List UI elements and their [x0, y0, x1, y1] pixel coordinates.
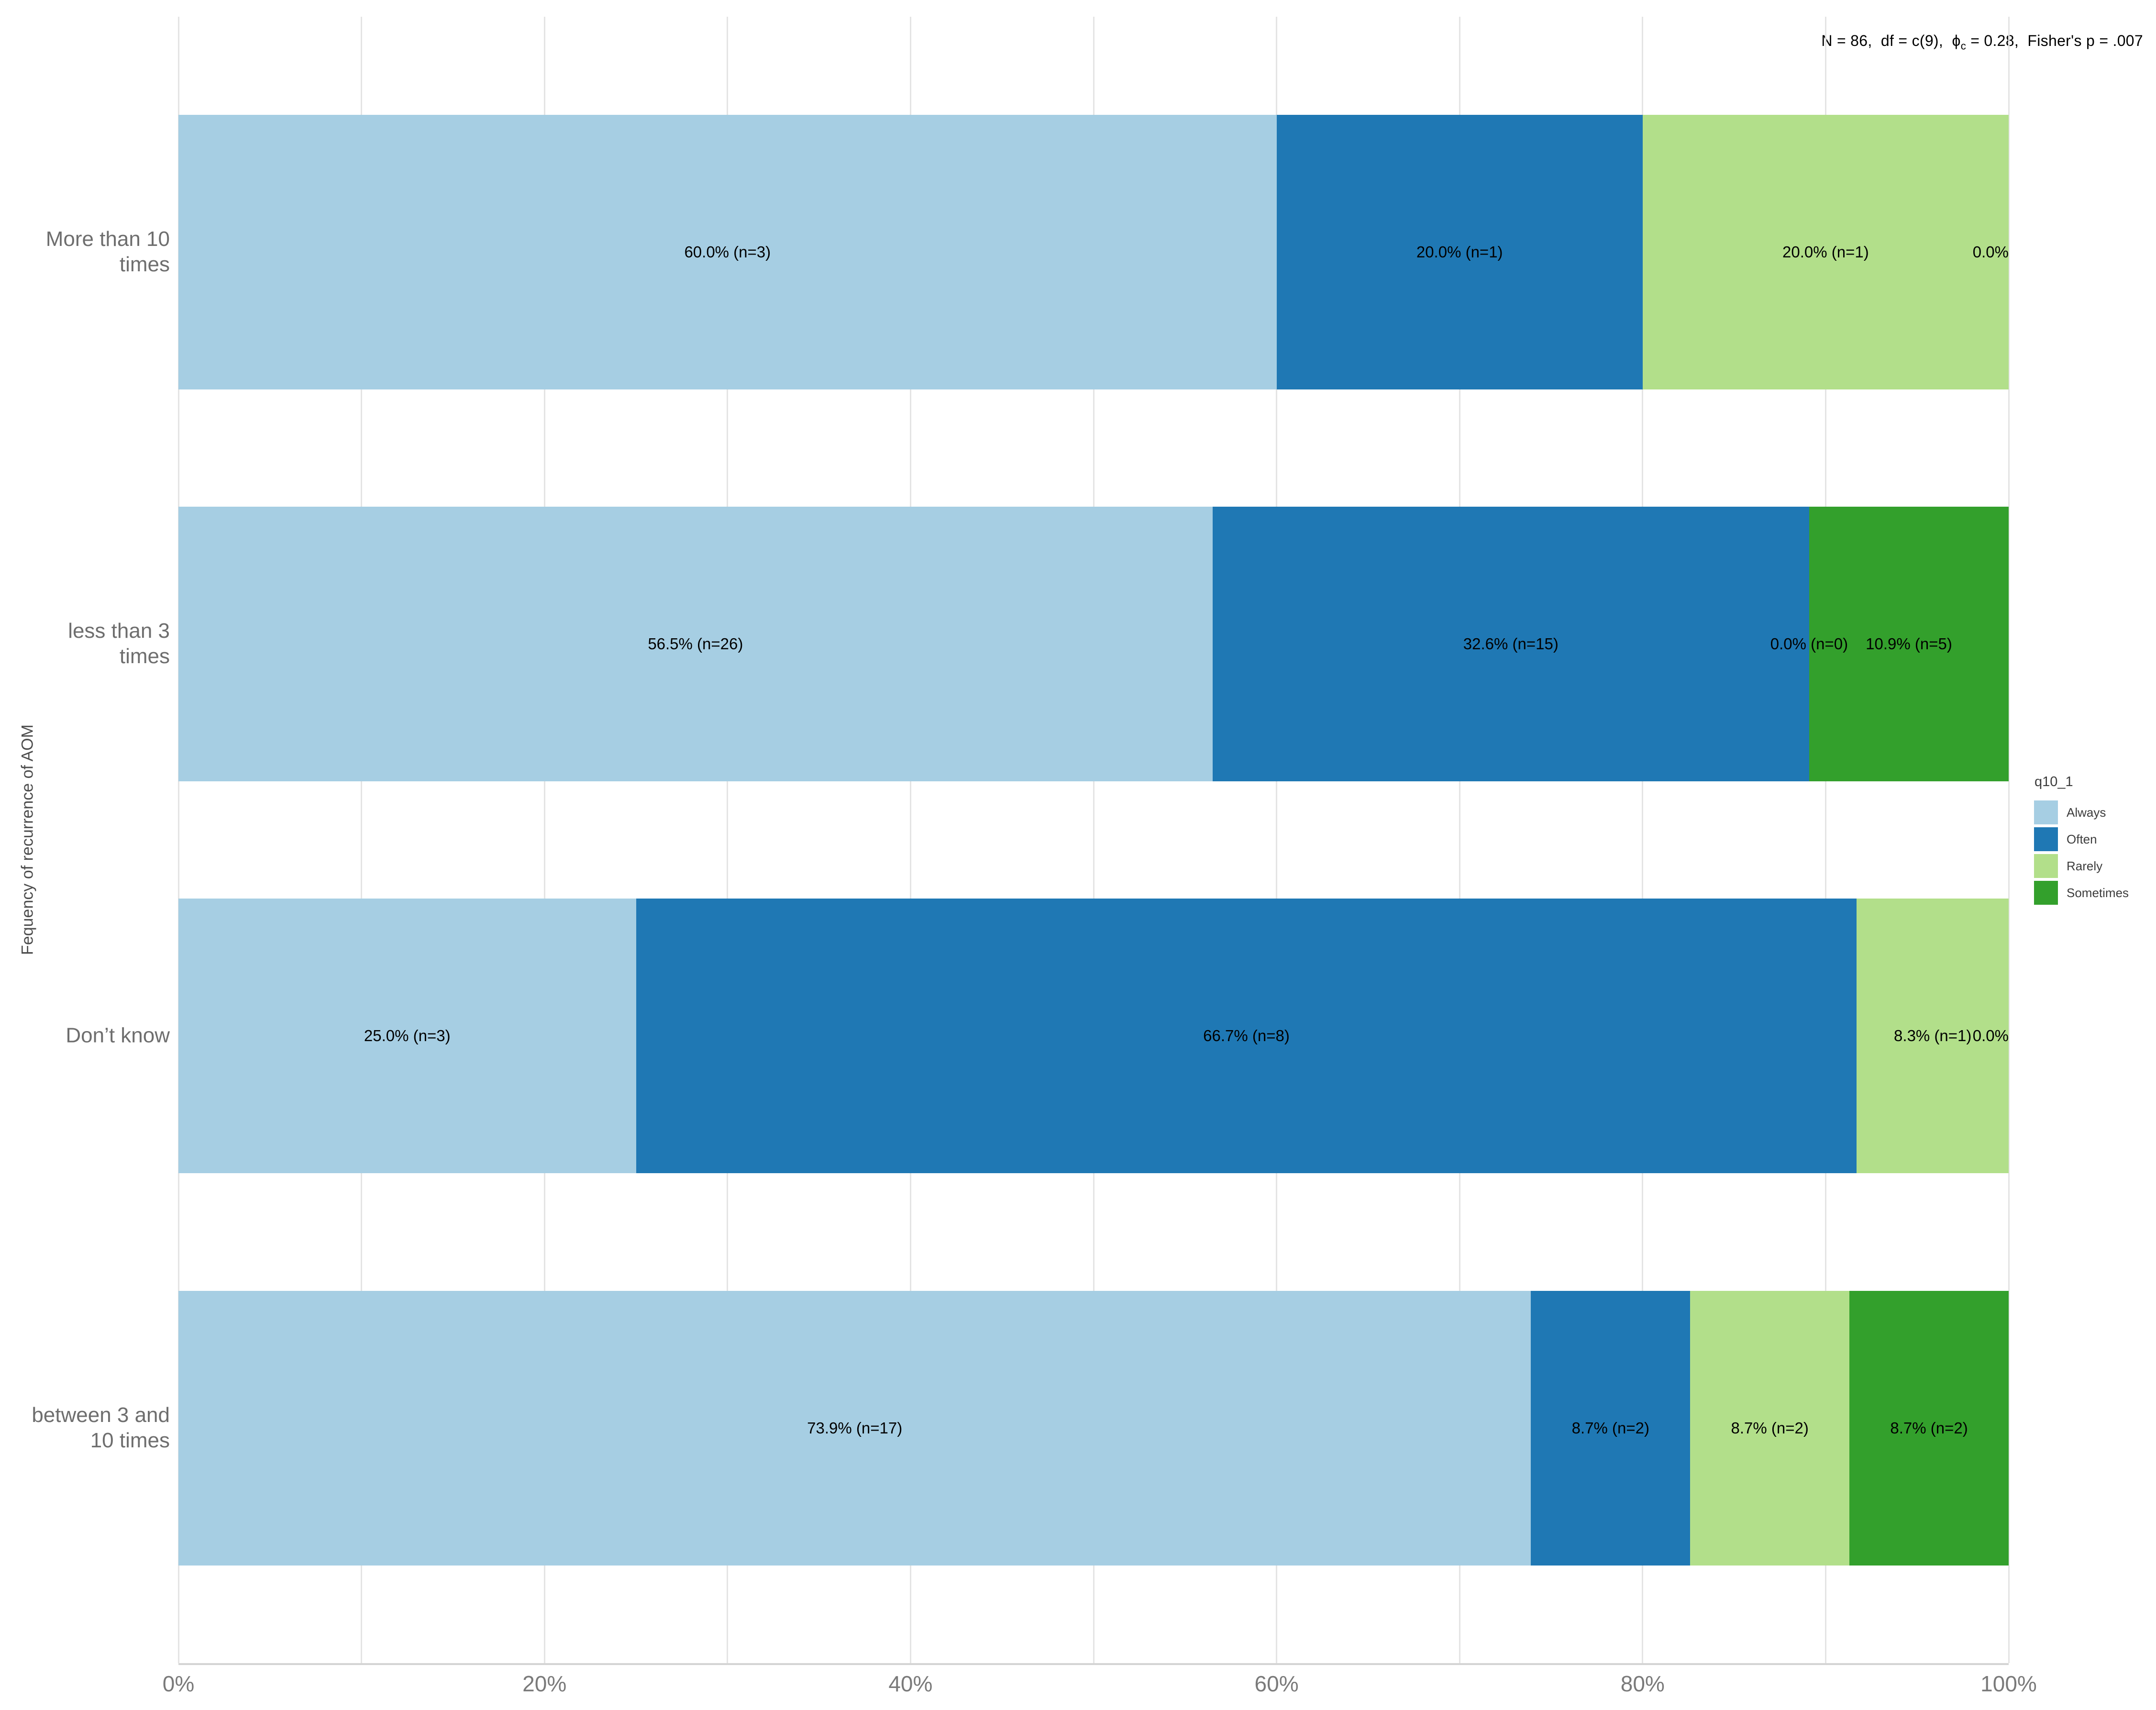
stats-annotation-suffix: = 0.28, Fisher's p = .007	[1966, 32, 2143, 49]
legend-color-swatch	[2034, 881, 2058, 905]
bar-segment	[178, 1291, 1531, 1566]
x-axis-tick-label: 100%	[1980, 1671, 2037, 1696]
legend: q10_1 Always Often Rarely Sometimes	[2034, 774, 2129, 908]
stats-annotation-prefix: N = 86, df = c(9),	[1821, 32, 1952, 49]
y-axis-category-label: Don’t know	[66, 1023, 170, 1047]
legend-items: Always Often Rarely Sometimes	[2034, 800, 2129, 905]
legend-item-label: Sometimes	[2067, 885, 2129, 900]
segment-label: 56.5% (n=26)	[648, 635, 743, 653]
vertical-gridline	[1276, 17, 1278, 1663]
bar-segment	[178, 115, 1277, 389]
y-axis-category-label: less than 3 times	[68, 619, 170, 668]
segment-label: 25.0% (n=3)	[364, 1027, 451, 1044]
phi-subscript: c	[1960, 40, 1967, 52]
legend-item-label: Often	[2067, 832, 2097, 846]
bar-segment	[1212, 507, 1809, 781]
segment-label: 0.0% (n=0)	[1770, 635, 1848, 653]
bar-segment	[178, 899, 636, 1173]
bar-row: 56.5% (n=26) 32.6% (n=15) 0.0% (n=0) 10.9% …	[178, 507, 2009, 781]
segment-label: 60.0% (n=3)	[684, 243, 771, 261]
x-axis-tick-label: 80%	[1620, 1671, 1665, 1696]
bar-segment	[1849, 1291, 2009, 1566]
plot-panel: 60.0% (n=3) 20.0% (n=1) 20.0% (n=1) 0.0% 56.…	[177, 17, 2010, 1665]
stats-annotation: N = 86, df = c(9), ϕc = 0.28, Fisher's p…	[1804, 14, 2143, 70]
legend-item: Often	[2034, 827, 2129, 851]
segment-label: 8.7% (n=2)	[1571, 1419, 1650, 1437]
legend-item: Rarely	[2034, 854, 2129, 878]
legend-item-label: Rarely	[2067, 858, 2103, 873]
segment-label: 0.0%	[1972, 1027, 2009, 1044]
segment-label: 32.6% (n=15)	[1463, 635, 1559, 653]
x-axis-tick-label: 60%	[1254, 1671, 1299, 1696]
segment-label: 8.7% (n=2)	[1731, 1419, 1809, 1437]
y-axis-category-label: between 3 and 10 times	[32, 1403, 170, 1452]
bar-row: 25.0% (n=3) 66.7% (n=8) 8.3% (n=1) 0.0%	[178, 899, 2009, 1173]
legend-color-swatch	[2034, 800, 2058, 824]
vertical-gridline	[2008, 17, 2010, 1663]
segment-label: 8.3% (n=1)	[1894, 1027, 1972, 1044]
segment-label: 10.9% (n=5)	[1866, 635, 1952, 653]
legend-color-swatch	[2034, 854, 2058, 878]
y-axis-title: Fequency of recurrence of AOM	[18, 724, 37, 955]
phi-symbol: ϕ	[1952, 32, 1961, 49]
segment-label: 8.7% (n=2)	[1890, 1419, 1968, 1437]
bar-segment	[1857, 899, 2009, 1173]
vertical-gridline	[1093, 17, 1095, 1663]
vertical-gridline	[543, 17, 545, 1663]
bar-segment	[1690, 1291, 1850, 1566]
bar-segment	[1642, 115, 2009, 389]
vertical-gridline	[1642, 17, 1644, 1663]
x-axis-tick-label: 40%	[888, 1671, 933, 1696]
x-axis-tick-label: 0%	[162, 1671, 195, 1696]
vertical-gridline	[177, 17, 179, 1663]
x-axis-tick-label: 20%	[522, 1671, 567, 1696]
vertical-gridline	[909, 17, 911, 1663]
legend-color-swatch	[2034, 827, 2058, 851]
legend-item-label: Always	[2067, 805, 2106, 820]
vertical-gridline	[1459, 17, 1460, 1663]
vertical-gridline	[727, 17, 729, 1663]
segment-label: 20.0% (n=1)	[1416, 243, 1503, 261]
bar-row: 60.0% (n=3) 20.0% (n=1) 20.0% (n=1) 0.0%	[178, 115, 2009, 389]
bar-segment	[1276, 115, 1643, 389]
legend-title: q10_1	[2034, 774, 2073, 789]
segment-label: 73.9% (n=17)	[807, 1419, 903, 1437]
y-axis-category-label: More than 10 times	[45, 227, 170, 276]
bar-segment	[636, 899, 1857, 1173]
segment-label: 66.7% (n=8)	[1203, 1027, 1290, 1044]
segment-label: 20.0% (n=1)	[1782, 243, 1869, 261]
bar-segment	[1531, 1291, 1691, 1566]
vertical-gridline	[361, 17, 363, 1663]
legend-item: Always	[2034, 800, 2129, 824]
vertical-gridline	[1824, 17, 1826, 1663]
legend-item: Sometimes	[2034, 881, 2129, 905]
segment-label: 0.0%	[1972, 243, 2009, 261]
bar-segment	[1809, 507, 2009, 781]
bar-segment	[178, 507, 1213, 781]
bar-row: 73.9% (n=17) 8.7% (n=2) 8.7% (n=2) 8.7% (n=…	[178, 1291, 2009, 1566]
